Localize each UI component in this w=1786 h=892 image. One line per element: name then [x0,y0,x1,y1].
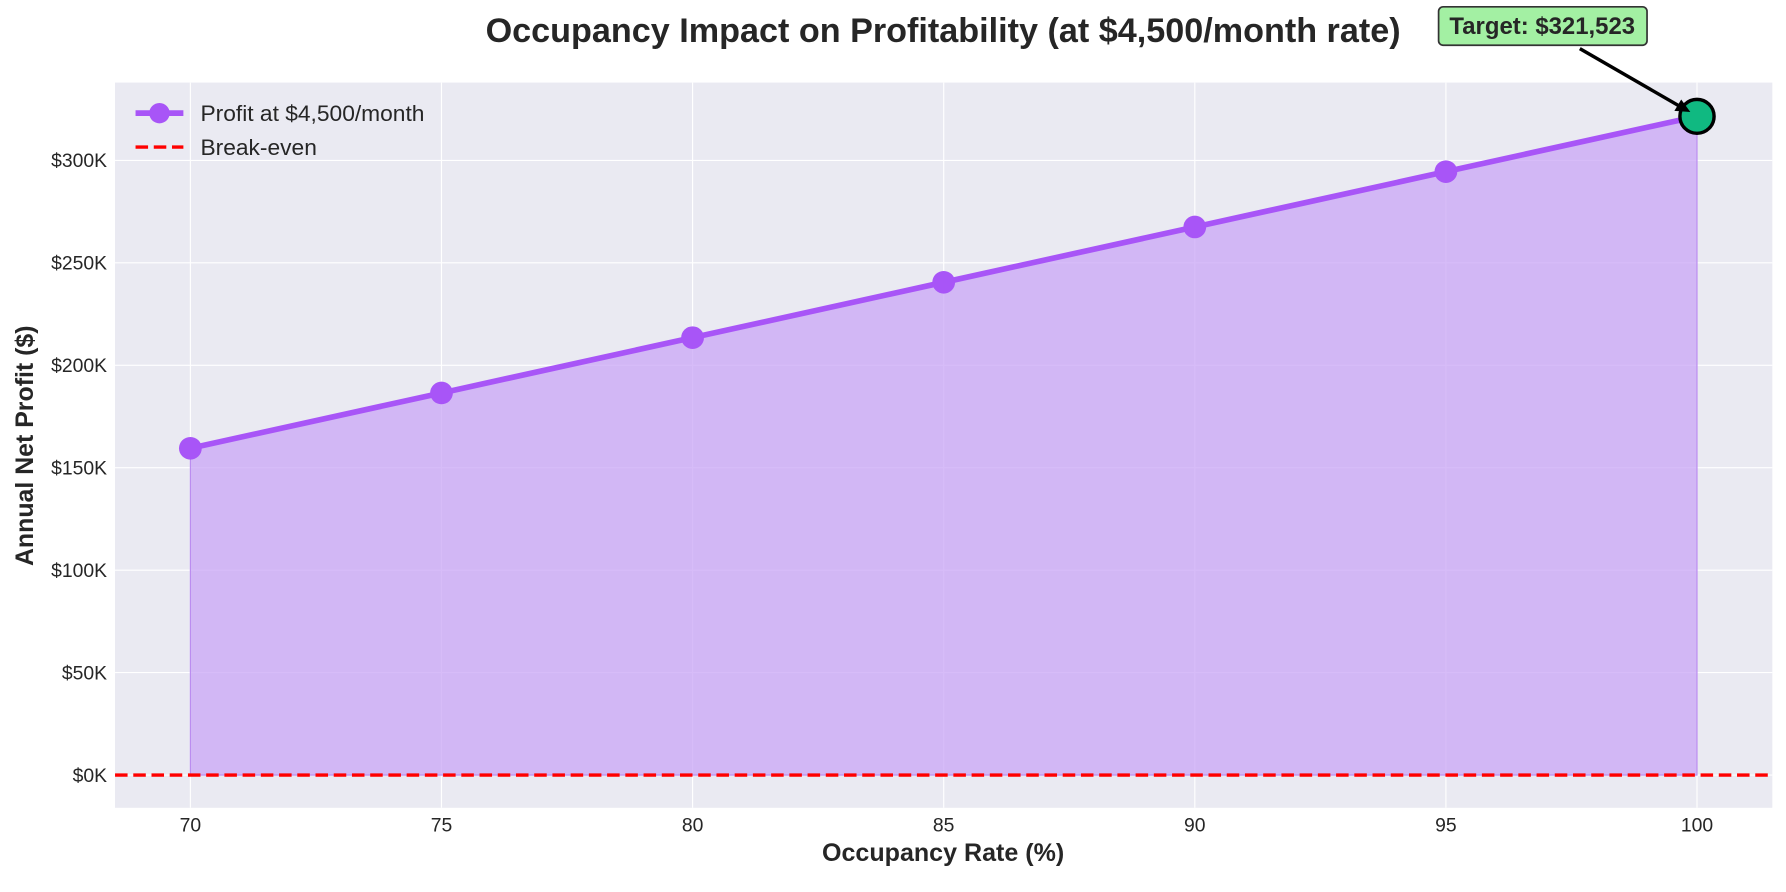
y-tick-label: $250K [51,254,107,275]
x-tick-label: 75 [431,816,453,837]
profit-point [1183,215,1207,239]
target-marker [1678,97,1716,136]
x-tick-label: 80 [682,816,704,837]
target-annotation: Target: $321,523 [1437,5,1691,113]
y-tick-label: $300K [51,151,107,172]
y-tick-label: $200K [51,356,107,377]
x-tick-label: 95 [1435,816,1457,837]
annotation-box [1437,5,1648,47]
legend-label-break-even: Break-even [200,134,316,160]
legend-marker-profit [149,102,170,124]
y-tick-label: $100K [51,561,107,582]
y-axis-label: Annual Net Profit ($) [11,325,39,566]
profit-point [1434,160,1458,183]
y-tick-label: $150K [51,459,107,480]
x-tick-label: 100 [1681,816,1713,837]
legend: Profit at $4,500/month Break-even [135,100,424,160]
annotation-arrowhead [1674,99,1691,113]
x-tick-label: 90 [1184,816,1206,837]
profit-point [178,436,202,460]
profit-point [430,381,453,405]
annotation-text: Target: $321,523 [1449,13,1635,40]
x-tick-label: 85 [933,816,955,837]
x-tick-label: 70 [180,816,202,837]
annotation-arrow [1578,47,1687,112]
profit-point [681,326,704,349]
legend-label-profit: Profit at $4,500/month [200,100,424,126]
x-axis-label: Occupancy Rate (%) [822,839,1064,867]
y-tick-label: $50K [62,663,107,684]
y-tick-label: $0K [73,766,108,787]
profit-point [932,270,956,294]
ticks: 70 75 80 85 90 95 100 $0K $50K $100K $150K $200K $25… [51,151,1713,836]
chart-title: Occupancy Impact on Profitability (at $4… [486,12,1401,50]
marks [115,97,1773,777]
